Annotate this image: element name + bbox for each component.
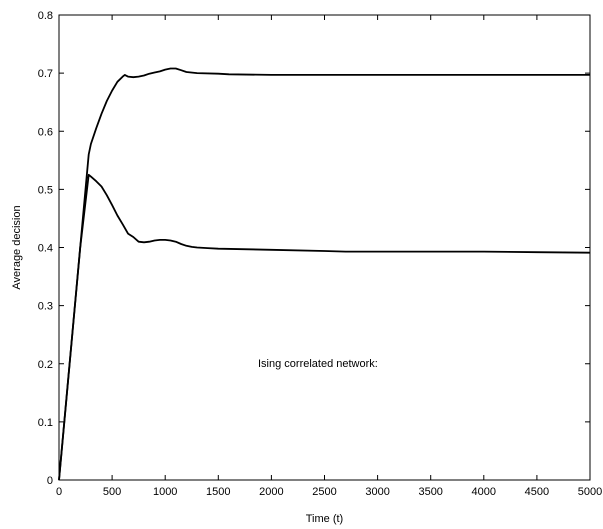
y-tick-label: 0.8 bbox=[38, 10, 53, 22]
x-tick-label: 0 bbox=[56, 486, 62, 498]
y-axis-label: Average decision bbox=[11, 205, 23, 289]
x-tick-label: 2000 bbox=[259, 486, 283, 498]
y-axis-ticks: 0 0.1 0.2 0.3 0.4 0.5 0.6 0.7 0.8 bbox=[38, 10, 590, 487]
y-tick-label: 0.4 bbox=[38, 243, 53, 255]
y-tick-label: 0.6 bbox=[38, 126, 53, 138]
plot-frame bbox=[58, 14, 591, 481]
x-tick-label: 1500 bbox=[206, 486, 230, 498]
x-tick-label: 2500 bbox=[312, 486, 336, 498]
x-tick-label: 4000 bbox=[472, 486, 496, 498]
x-tick-label: 3000 bbox=[365, 486, 389, 498]
y-tick-label: 0.3 bbox=[38, 301, 53, 313]
series-line-1 bbox=[58, 67, 590, 481]
x-tick-label: 5000 bbox=[578, 486, 602, 498]
x-axis-ticks: 0 500 1000 1500 2000 2500 3000 3500 4000 4500 5000 bbox=[56, 15, 602, 498]
annotation-text: Ising correlated network: bbox=[258, 358, 378, 370]
x-tick-label: 1000 bbox=[153, 486, 177, 498]
x-tick-label: 500 bbox=[103, 486, 121, 498]
y-tick-label: 0.2 bbox=[38, 359, 53, 371]
x-tick-label: 4500 bbox=[525, 486, 549, 498]
y-tick-label: 0 bbox=[47, 475, 53, 487]
x-tick-label: 3500 bbox=[418, 486, 442, 498]
y-tick-label: 0.1 bbox=[38, 417, 53, 429]
series-line-2 bbox=[58, 173, 591, 481]
y-tick-label: 0.7 bbox=[38, 68, 53, 80]
y-tick-label: 0.5 bbox=[38, 184, 53, 196]
series-layer bbox=[58, 67, 591, 481]
x-axis-label: Time (t) bbox=[306, 513, 343, 525]
